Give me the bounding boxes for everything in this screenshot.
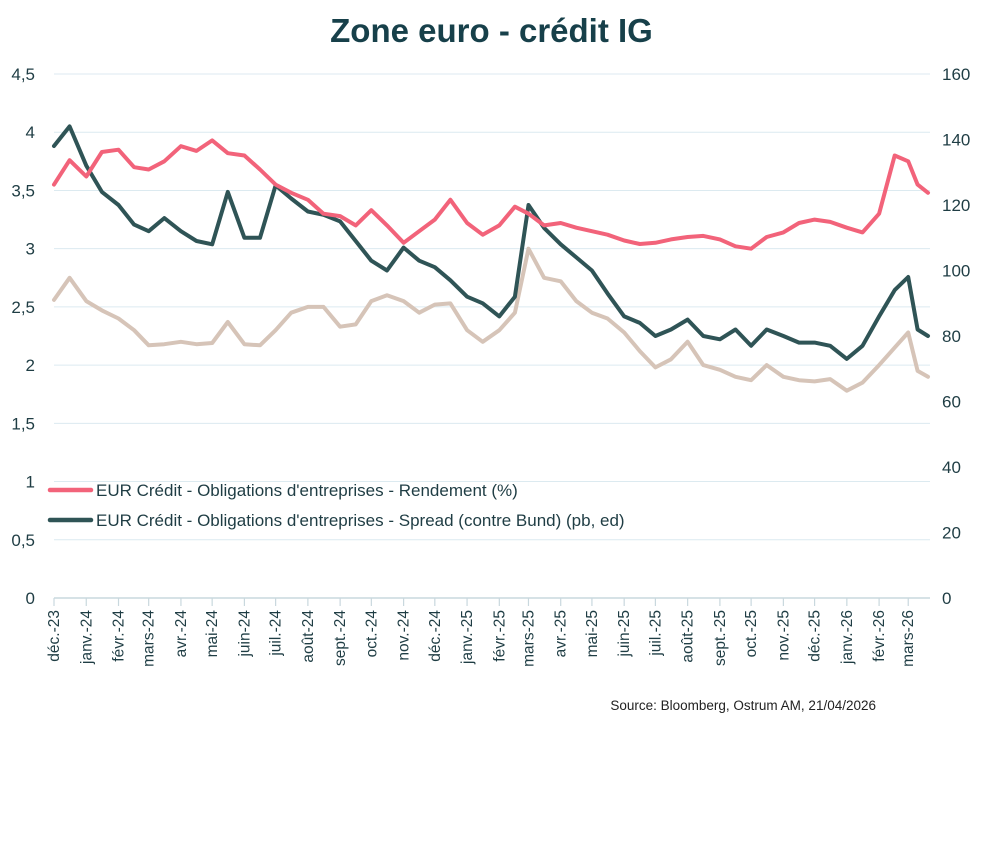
right-tick-label: 140 <box>942 131 970 150</box>
series-lines <box>52 124 930 393</box>
right-tick-label: 120 <box>942 196 970 215</box>
left-tick-label: 3 <box>26 240 35 259</box>
x-tick-label: sept.-24 <box>332 610 349 666</box>
x-tick-label: janv.-26 <box>839 610 856 665</box>
x-tick-label: août-24 <box>300 610 317 663</box>
source-note: Source: Bloomberg, Ostrum AM, 21/04/2026 <box>610 698 876 713</box>
left-tick-label: 0,5 <box>11 531 35 550</box>
x-tick-label: juin-24 <box>236 610 253 658</box>
x-tick-label: févr.-25 <box>491 610 508 662</box>
left-tick-label: 2 <box>26 356 35 375</box>
x-tick-label: juil.-25 <box>647 610 664 657</box>
left-tick-label: 1,5 <box>11 414 35 433</box>
right-tick-label: 20 <box>942 524 961 543</box>
x-tick-label: nov.-25 <box>775 610 792 661</box>
x-tick-label: oct.-24 <box>363 610 380 658</box>
x-tick-label: mars-26 <box>900 610 917 667</box>
left-tick-label: 0 <box>26 589 35 608</box>
left-tick-label: 1 <box>26 473 35 492</box>
x-tick-label: mai-24 <box>204 610 221 658</box>
x-tick-label: avr.-24 <box>173 610 190 658</box>
x-tick-label: mai-25 <box>584 610 601 657</box>
legend: EUR Crédit - Obligations d'entreprises -… <box>47 481 625 530</box>
x-tick-label: déc.-23 <box>46 610 63 662</box>
x-tick-label: oct.-25 <box>743 610 760 657</box>
x-tick-label: mars-25 <box>520 610 537 667</box>
x-tick-label: janv.-25 <box>459 610 476 665</box>
x-tick-label: juin-25 <box>616 610 633 658</box>
x-axis: déc.-23 janv.-24 févr.-24 mars-24 avr.-24 mai… <box>46 598 917 667</box>
right-axis: 0 20 40 60 80 100 120 140 160 <box>942 65 970 608</box>
left-tick-label: 3,5 <box>11 181 35 200</box>
x-tick-label: févr.-24 <box>111 610 128 662</box>
legend-label: EUR Crédit - Obligations d'entreprises -… <box>96 511 625 530</box>
x-tick-label: sept.-25 <box>712 610 729 666</box>
x-tick-label: févr.-26 <box>871 610 888 662</box>
spread-line <box>52 124 930 361</box>
left-tick-label: 4,5 <box>11 65 35 84</box>
yield-line <box>52 138 930 251</box>
x-tick-label: nov.-24 <box>396 610 413 661</box>
chart-title: Zone euro - crédit IG <box>330 12 653 49</box>
x-tick-label: août-25 <box>680 610 697 663</box>
right-tick-label: 100 <box>942 262 970 281</box>
right-tick-label: 160 <box>942 65 970 84</box>
x-tick-label: juil.-24 <box>268 610 285 657</box>
x-tick-label: janv.-24 <box>78 610 95 665</box>
x-tick-label: déc.-25 <box>807 610 824 662</box>
right-tick-label: 80 <box>942 327 961 346</box>
x-tick-label: avr.-25 <box>553 610 570 657</box>
right-tick-label: 0 <box>942 589 951 608</box>
unlabeled-series-line <box>52 246 930 393</box>
x-tick-label: mars-24 <box>141 610 158 667</box>
right-tick-label: 40 <box>942 458 961 477</box>
right-tick-label: 60 <box>942 393 961 412</box>
legend-label: EUR Crédit - Obligations d'entreprises -… <box>96 481 518 500</box>
x-tick-label: déc.-24 <box>427 610 444 662</box>
left-tick-label: 2,5 <box>11 298 35 317</box>
left-tick-label: 4 <box>26 123 35 142</box>
gridlines <box>54 73 930 599</box>
left-axis: 0 0,5 1 1,5 2 2,5 3 3,5 4 4,5 <box>11 65 35 608</box>
